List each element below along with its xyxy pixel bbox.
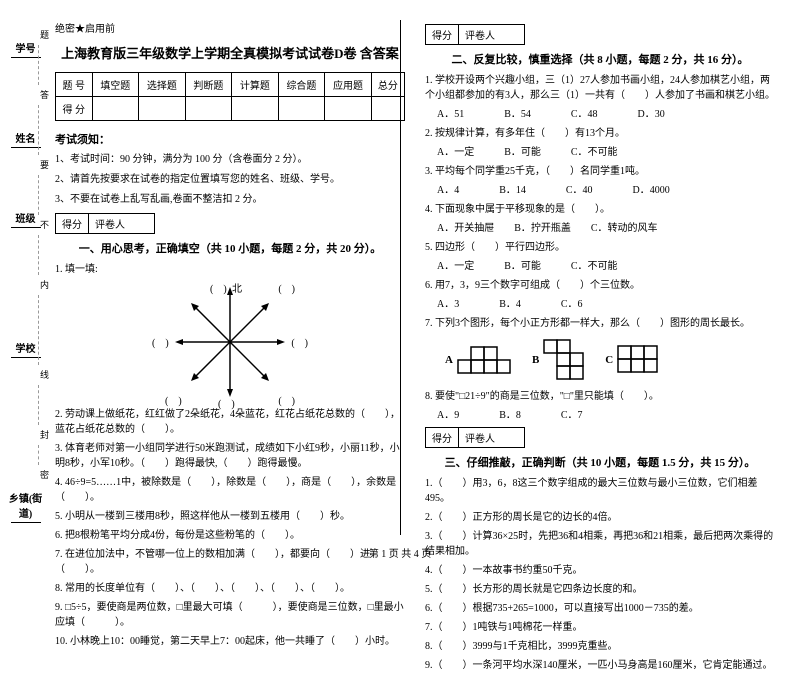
notice-title: 考试须知： (55, 131, 405, 147)
exam-title: 上海教育版三年级数学上学期全真模拟考试试卷D卷 含答案 (55, 43, 405, 62)
q1-3: 3. 体育老师对第一小组同学进行50米跑测试，成绩如下小红9秒，小丽11秒，小明… (55, 441, 405, 471)
q2-2: 2. 按规律计算，有多年住（ ）有13个月。 (425, 126, 775, 141)
notice-3: 3、不要在试卷上乱写乱画,卷面不整洁扣 2 分。 (55, 193, 405, 207)
score-r: 评卷人 (89, 214, 154, 233)
left-column: 绝密★启用前 上海教育版三年级数学上学期全真模拟考试试卷D卷 含答案 题 号 填… (45, 20, 415, 535)
q2-6: 6. 用7，3，9三个数字可组成（ ）个三位数。 (425, 278, 775, 293)
q1-6: 6. 把8根粉笔平均分成4份，每份是这些粉笔的（ ）。 (55, 528, 405, 543)
q2-8: 8. 要使"□21÷9"的商是三位数，"□"里只能填（ ）。 (425, 389, 775, 404)
th-5: 综合题 (278, 73, 325, 97)
score-table: 题 号 填空题 选择题 判断题 计算题 综合题 应用题 总分 得 分 (55, 72, 405, 121)
q2-1o: A．51 B．54 C．48 D．30 (425, 107, 775, 122)
q3-1: 1.（ ）用3，6，8这三个数字组成的最大三位数与最小三位数，它们相差495。 (425, 476, 775, 506)
q1-5: 5. 小明从一楼到三楼用8秒，照这样他从一楼到五楼用（ ）秒。 (55, 509, 405, 524)
q3-8: 8.（ ）3999与1千克相比，3999克重些。 (425, 639, 775, 654)
shapes-row: A B (425, 339, 775, 381)
q2-4o: A．开关抽屉 B．拧开瓶盖 C．转动的风车 (425, 221, 775, 236)
shape-a (457, 345, 512, 375)
q1-4: 4. 46÷9=5……1中，被除数是（ ），除数是（ ），商是（ ），余数是（ … (55, 475, 405, 505)
secret-label: 绝密★启用前 (55, 20, 405, 35)
q3-9: 9.（ ）一条河平均水深140厘米，一匹小马身高是160厘米，它肯定能通过。 (425, 658, 775, 673)
th-0: 题 号 (56, 73, 93, 97)
q2-3o: A．4 B．14 C．40 D．4000 (425, 183, 775, 198)
shape-b (543, 339, 585, 381)
q1-9: 9. □5÷5，要使商是两位数，□里最大可填（ ），要使商是三位数，□里最小应填… (55, 600, 405, 630)
section-2-title: 二、反复比较，慎重选择（共 8 小题，每题 2 分，共 16 分）。 (425, 51, 775, 67)
q2-3: 3. 平均每个同学重25千克，（ ）名同学重1吨。 (425, 164, 775, 179)
th-3: 判断题 (185, 73, 232, 97)
label-xiangzhen: 乡镇(街道) (8, 490, 43, 520)
q2-5: 5. 四边形（ ）平行四边形。 (425, 240, 775, 255)
q2-4: 4. 下面现象中属于平移现象的是（ ）。 (425, 202, 775, 217)
score-box-1: 得分 评卷人 (55, 213, 155, 234)
shape-c-label: C (605, 354, 613, 366)
th-1: 填空题 (92, 73, 139, 97)
th-6: 应用题 (325, 73, 372, 97)
th-2: 选择题 (139, 73, 186, 97)
binding-sidebar: 学号 姓名 班级 学校 乡镇(街道) 题 答 要 不 内 线 封 密 (8, 0, 43, 565)
q2-5o: A．一定 B．可能 C．不可能 (425, 259, 775, 274)
section-3-title: 三、仔细推敲，正确判断（共 10 小题，每题 1.5 分，共 15 分）。 (425, 454, 775, 470)
shape-c (617, 345, 659, 375)
q2-2o: A．一定 B．可能 C．不可能 (425, 145, 775, 160)
q2-8o: A．9 B．8 C．7 (425, 408, 775, 423)
section-1-title: 一、用心思考，正确填空（共 10 小题，每题 2 分，共 20 分）。 (55, 240, 405, 256)
q1-2: 2. 劳动课上做纸花，红红做了2朵纸花，4朵蓝花，红花占纸花总数的（ ），蓝花占… (55, 407, 405, 437)
q2-6o: A．3 B．4 C．6 (425, 297, 775, 312)
score-row-label: 得 分 (56, 97, 93, 121)
shape-b-label: B (532, 354, 539, 366)
score-box-3: 得分 评卷人 (425, 427, 525, 448)
th-7: 总分 (371, 73, 404, 97)
q3-5: 5.（ ）长方形的周长就是它四条边长度的和。 (425, 582, 775, 597)
q3-4: 4.（ ）一本故事书约重50千克。 (425, 563, 775, 578)
score-box-2: 得分 评卷人 (425, 24, 525, 45)
score-l: 得分 (56, 214, 89, 233)
compass-diagram: ( ) 北 ( ) ( ) ( ) ( ) ( ) ( ) (170, 282, 290, 402)
q2-7: 7. 下列3个图形，每个小正方形都一样大，那么（ ）图形的周长最长。 (425, 316, 775, 331)
q3-7: 7.（ ）1吨铁与1吨棉花一样重。 (425, 620, 775, 635)
q3-2: 2.（ ）正方形的周长是它的边长的4倍。 (425, 510, 775, 525)
q1-10: 10. 小林晚上10：00睡觉，第二天早上7：00起床，他一共睡了（ ）小时。 (55, 634, 405, 649)
q1-8: 8. 常用的长度单位有（ ）、（ ）、（ ）、（ ）、（ ）。 (55, 581, 405, 596)
q3-6: 6.（ ）根据735+265=1000，可以直接写出1000－735的差。 (425, 601, 775, 616)
notice-1: 1、考试时间：90 分钟，满分为 100 分（含卷面分 2 分）。 (55, 153, 405, 167)
right-column: 得分 评卷人 二、反复比较，慎重选择（共 8 小题，每题 2 分，共 16 分）… (415, 20, 785, 535)
q1-1: 1. 填一填: (55, 262, 405, 277)
shape-a-label: A (445, 354, 453, 366)
page-footer: 第 1 页 共 4 页 (0, 545, 800, 560)
th-4: 计算题 (232, 73, 279, 97)
q2-1: 1. 学校开设两个兴趣小组，三（1）27人参加书画小组，24人参加棋艺小组，两个… (425, 73, 775, 103)
notice-2: 2、请首先按要求在试卷的指定位置填写您的姓名、班级、学号。 (55, 173, 405, 187)
